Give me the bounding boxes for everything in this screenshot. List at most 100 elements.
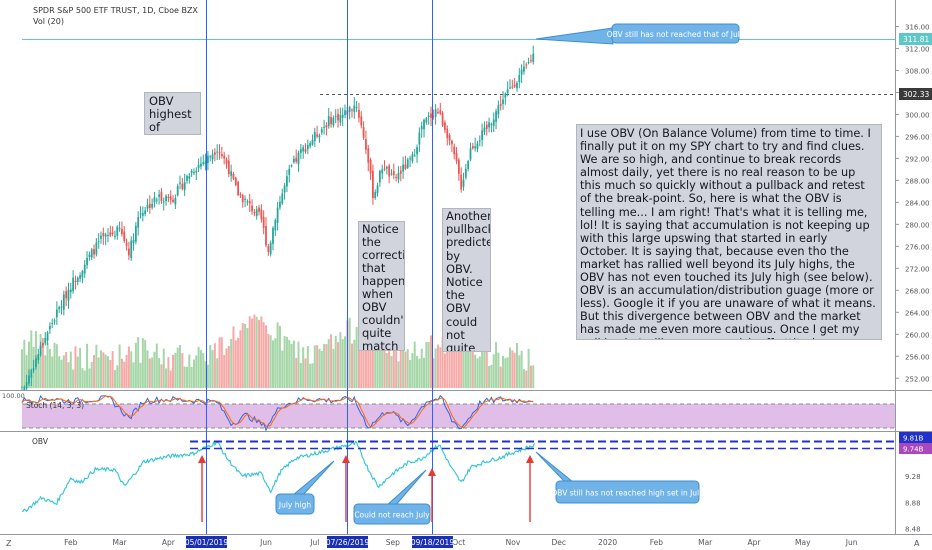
volume-bar <box>244 323 247 388</box>
candle-body <box>385 166 388 169</box>
note-pullback[interactable]: Another pullback predicted by OBV. Notic… <box>442 208 491 352</box>
volume-bar <box>93 355 96 388</box>
candle-body <box>181 183 184 189</box>
candle-body <box>188 176 191 179</box>
volume-bar <box>213 343 216 388</box>
candle-body <box>339 115 342 123</box>
callout-price-group[interactable]: OBV still has not reached that of July <box>535 23 745 45</box>
candle-body <box>334 116 337 118</box>
candle-body <box>516 82 518 89</box>
price-tick-label: 260.00 <box>905 331 930 339</box>
candle-body <box>332 117 335 126</box>
candle-body <box>193 172 195 174</box>
volume-bar <box>104 354 107 388</box>
candle-body <box>109 232 112 236</box>
callout-could-not-reach-group[interactable]: Could not reach July <box>353 469 431 525</box>
volume-bar <box>348 317 351 388</box>
note-main[interactable]: I use OBV (On Balance Volume) from time … <box>576 124 882 340</box>
callout-july-group[interactable]: July high <box>275 460 335 515</box>
candle-body <box>381 169 384 174</box>
candle-body <box>127 248 130 256</box>
candle-body <box>37 354 40 361</box>
volume-bar <box>290 344 293 388</box>
candle-body <box>511 86 514 88</box>
arrow-nov-head <box>526 455 534 463</box>
volume-bar <box>285 337 288 388</box>
candle-body <box>502 99 504 104</box>
volume-bar <box>350 343 353 388</box>
volume-bar <box>209 345 212 388</box>
date-tag-july: 07/26/2019 <box>326 538 369 547</box>
volume-bar <box>125 354 128 388</box>
candle-body <box>248 200 251 204</box>
candle-body <box>211 154 214 160</box>
volume-bar <box>325 344 328 388</box>
volume-bar <box>202 353 205 388</box>
candle-body <box>485 124 488 130</box>
auto-scale-icon[interactable]: A <box>914 539 920 548</box>
date-tag-sept-bg <box>412 536 453 548</box>
volume-bar <box>432 358 435 388</box>
price-tick-label: 296.00 <box>905 133 930 141</box>
candle-body <box>374 192 377 198</box>
candle-body <box>60 306 63 308</box>
volume-bar <box>481 340 484 388</box>
volume-bar <box>446 335 449 388</box>
candle-body <box>411 154 414 162</box>
volume-bar <box>478 356 481 388</box>
volume-bar <box>334 335 337 388</box>
candle-body <box>290 165 293 167</box>
candle-body <box>183 182 186 191</box>
time-tick-label: Mar <box>113 538 128 547</box>
candle-body <box>299 149 302 153</box>
volume-bar <box>151 357 154 388</box>
candle-body <box>76 277 79 283</box>
candle-body <box>520 69 523 75</box>
candle-body <box>365 139 367 150</box>
candle-body <box>418 132 421 145</box>
candle-body <box>304 149 307 152</box>
time-tick-label: May <box>795 538 811 547</box>
volume-bar <box>37 355 40 388</box>
note-correction[interactable]: Notice the correction that happened when… <box>358 221 405 351</box>
candle-body <box>102 232 105 237</box>
volume-bar <box>165 368 168 388</box>
volume-bar <box>455 326 458 388</box>
volume-bar <box>302 347 305 388</box>
volume-bar <box>25 355 28 388</box>
candle-body <box>483 127 486 133</box>
volume-bar <box>44 355 47 388</box>
zoom-icon[interactable]: Z <box>6 539 12 548</box>
candle-body <box>190 170 193 174</box>
callout-obv-high-group[interactable]: OBV still has not reached high set in Ju… <box>535 451 704 504</box>
candle-body <box>430 113 432 118</box>
candle-body <box>320 129 323 133</box>
candle-body <box>427 115 430 117</box>
volume-bar <box>371 320 374 388</box>
note-obv-highest[interactable]: OBV highest of the year <box>144 92 201 135</box>
volume-bar <box>395 335 398 388</box>
candle-body <box>330 117 332 125</box>
volume-bar <box>183 366 186 388</box>
volume-bar <box>116 365 119 388</box>
volume-bar <box>320 351 323 388</box>
volume-bar <box>144 340 147 388</box>
candle-body <box>295 157 298 162</box>
candle-body <box>39 345 42 356</box>
candle-body <box>195 170 198 173</box>
candle-body <box>69 289 72 293</box>
volume-bar <box>409 360 412 388</box>
candle-body <box>93 248 95 255</box>
candle-body <box>395 176 398 178</box>
volume-bar <box>337 342 340 388</box>
volume-bar <box>130 351 133 388</box>
candle-body <box>306 144 309 150</box>
candle-body <box>288 168 291 175</box>
time-tick-label: Apr <box>748 538 762 547</box>
candle-body <box>223 155 226 159</box>
volume-bar <box>495 342 498 388</box>
volume-bar <box>265 325 267 388</box>
volume-bar <box>132 362 135 388</box>
callout-price-text: OBV still has not reached that of July <box>607 30 745 39</box>
volume-bar <box>448 330 451 388</box>
